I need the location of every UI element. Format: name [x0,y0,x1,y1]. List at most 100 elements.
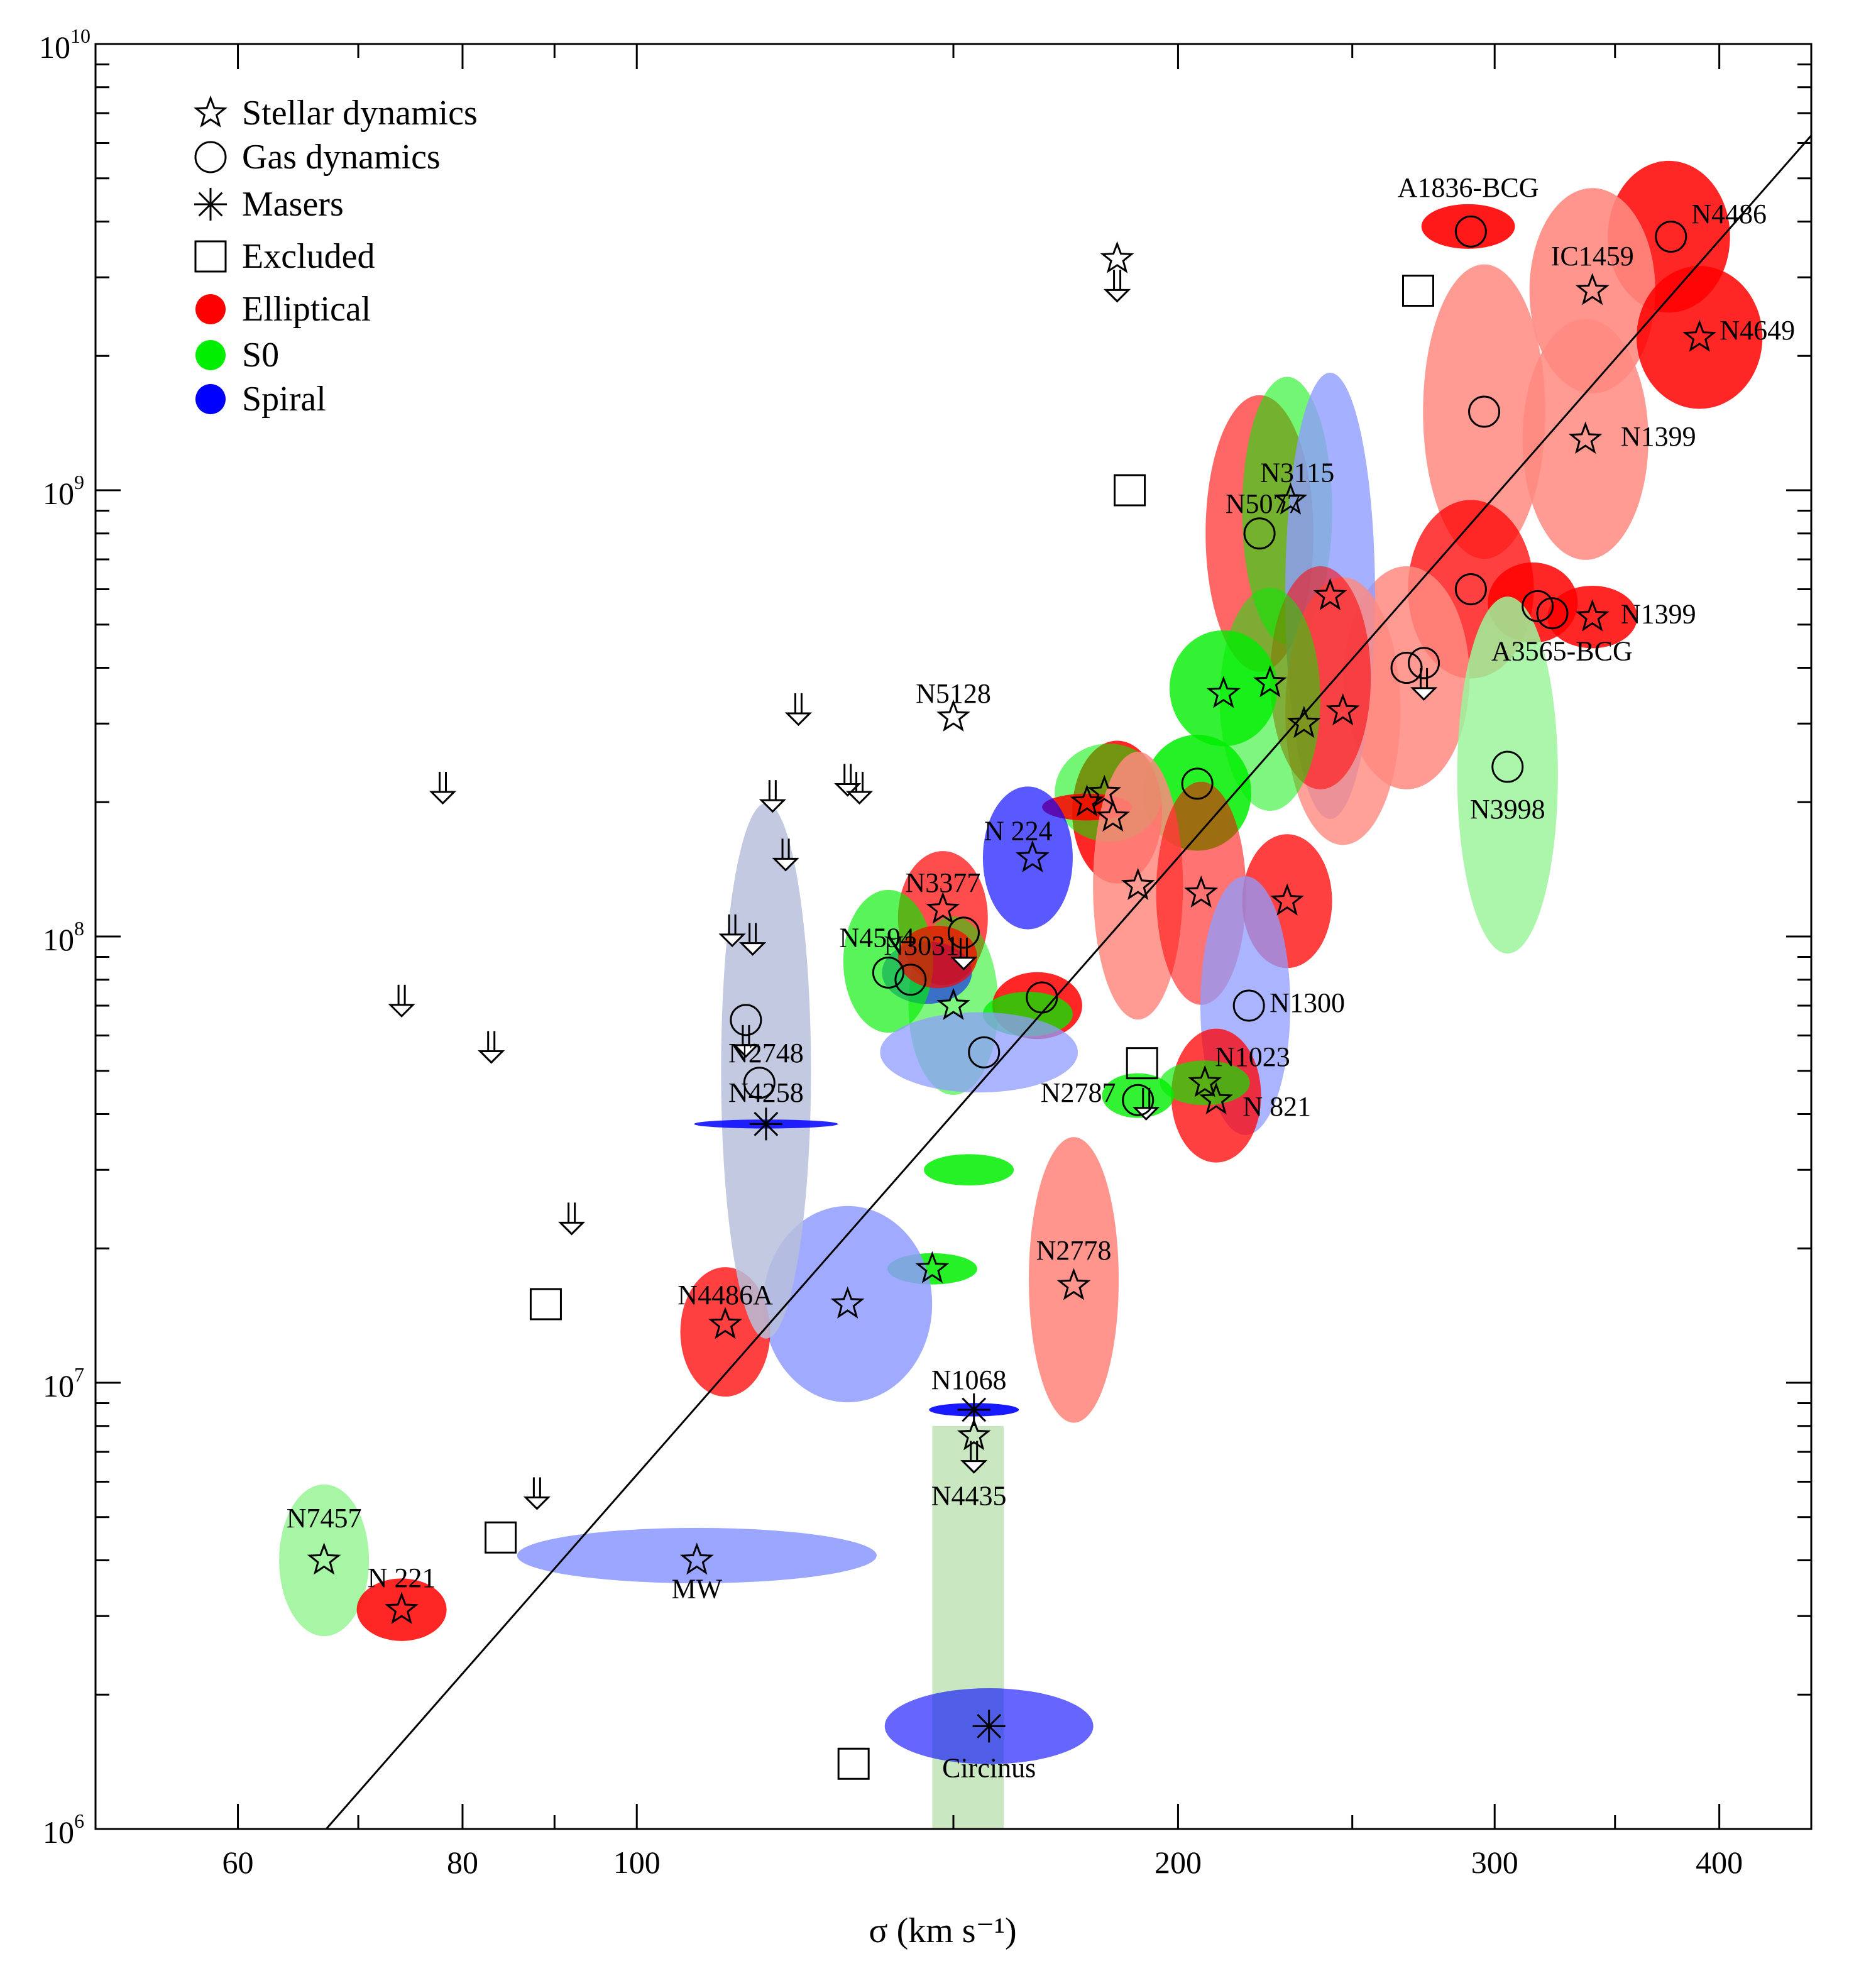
y-tick-label: 106 [43,1810,84,1850]
stellar-dynamics-marker [1100,241,1134,273]
stellar-dynamics-marker [708,1307,742,1339]
excluded-marker [1126,1047,1158,1080]
galaxy-ellipse [1421,204,1515,249]
upper-limit-arrow [950,937,978,971]
maser-marker [749,1107,782,1141]
galaxy-ellipse [1102,1073,1174,1118]
stellar-dynamics-marker [385,1591,419,1624]
maser-marker [972,1710,1006,1743]
y-tick-label: 1010 [39,25,91,65]
stellar-dynamics-marker [1199,1082,1233,1115]
gas-dynamics-marker [1408,647,1440,679]
stellar-dynamics-marker [1206,676,1241,708]
galaxy-ellipse [1029,1137,1119,1423]
galaxy-label: N4594 [839,922,914,953]
legend-label: Spiral [242,380,326,419]
gas-dynamics-marker [1232,989,1265,1022]
galaxy-label: A1836-BCG [1398,172,1539,203]
galaxy-label: N3031 [884,930,959,961]
galaxy-label: N 224 [984,815,1053,846]
gas-dynamics-marker [1522,590,1554,622]
legend-label: Masers [242,185,344,224]
stellar-dynamics-marker [1575,599,1610,632]
galaxy-ellipse [1547,585,1638,649]
upper-limit-arrow [718,914,746,948]
galaxy-label: N3998 [1470,794,1545,825]
upper-limit-arrow [523,1477,551,1510]
fit-line [325,134,1811,1829]
x-tick-label: 300 [1471,1845,1518,1880]
galaxy-label: N5128 [916,678,991,709]
upper-limit-arrow [834,764,862,797]
galaxy-label: N4649 [1720,315,1795,346]
galaxy-ellipse [897,925,977,989]
upper-limit-arrow [1103,270,1131,303]
legend-label: Gas dynamics [242,138,441,177]
legend-dot-icon [195,384,226,414]
gas-dynamics-marker [1655,221,1687,253]
stellar-dynamics-marker [1016,840,1050,872]
stellar-dynamics-marker [1575,273,1610,305]
x-tick-label: 200 [1155,1845,1202,1880]
gas-dynamics-marker [1122,1084,1155,1116]
galaxy-label: A3565-BCG [1491,635,1633,666]
galaxy-ellipse [880,1012,1078,1093]
upper-limit-arrow [732,1024,760,1058]
upper-limit-arrow [557,1202,586,1236]
stellar-dynamics-marker [1188,1065,1222,1097]
stellar-dynamics-marker [307,1542,341,1575]
gas-dynamics-marker [1181,767,1214,800]
upper-limit-arrow [960,1441,988,1474]
stellar-dynamics-marker [1270,883,1304,916]
excluded-marker [1114,474,1146,507]
galaxy-label: IC1459 [1551,241,1634,272]
galaxy-ellipse [1160,1060,1250,1106]
upper-limit-arrow [759,780,786,813]
galaxy-label: N2748 [728,1038,804,1068]
y-tick-label: 108 [43,917,84,957]
legend-label: Stellar dynamics [242,94,478,133]
gas-dynamics-marker [1454,573,1487,606]
legend-label: Elliptical [242,290,371,329]
axes: 60 80 100 200 300 400 106 107 108 109 1010 [39,25,1813,1880]
galaxy-label: MW [672,1574,723,1605]
galaxy-ellipse [1423,264,1545,559]
gas-dynamics-marker [1454,215,1487,248]
x-tick-label: 80 [447,1845,478,1880]
excluded-marker [1401,275,1434,307]
stellar-dynamics-marker [1682,319,1717,352]
galaxy-ellipse [763,1205,933,1403]
gas-dynamics-marker [947,916,980,949]
legend-circle-icon [194,141,227,173]
gas-dynamics-marker [1491,750,1524,783]
stellar-dynamics-marker [926,891,960,924]
stellar-dynamics-marker [1070,784,1104,817]
gas-dynamics-marker [894,964,927,996]
upper-limit-arrow [1410,667,1438,701]
stellar-dynamics-marker [1253,665,1287,698]
stellar-dynamics-marker [1095,799,1130,832]
upper-limit-arrow [772,838,799,872]
x-axis-title: σ (km s⁻¹) [869,1911,1016,1950]
excluded-marker [485,1521,517,1554]
galaxy-ellipse [721,803,811,1339]
upper-limit-arrow [784,693,813,727]
galaxy-label: N2778 [1036,1235,1112,1266]
gas-dynamics-marker [872,956,904,989]
stellar-dynamics-marker [1087,774,1122,808]
galaxy-label: N4435 [931,1480,1007,1511]
galaxy-label: N1399 [1621,599,1696,630]
gas-dynamics-marker [1243,517,1276,550]
gas-dynamics-marker [968,1036,1001,1068]
galaxy-label: Circinus [942,1753,1036,1784]
galaxy-ellipses [279,160,1763,1764]
upper-limit-arrow [478,1031,505,1064]
excluded-marker [529,1288,562,1321]
stellar-dynamics-marker [679,1542,714,1575]
legend: Stellar dynamics Gas dynamics Masers Exclud… [194,94,478,419]
galaxy-label: N3377 [905,867,980,898]
legend-dot-icon [195,294,226,324]
legend-asterisk-icon [194,188,227,221]
upper-limit-arrow [739,923,767,956]
